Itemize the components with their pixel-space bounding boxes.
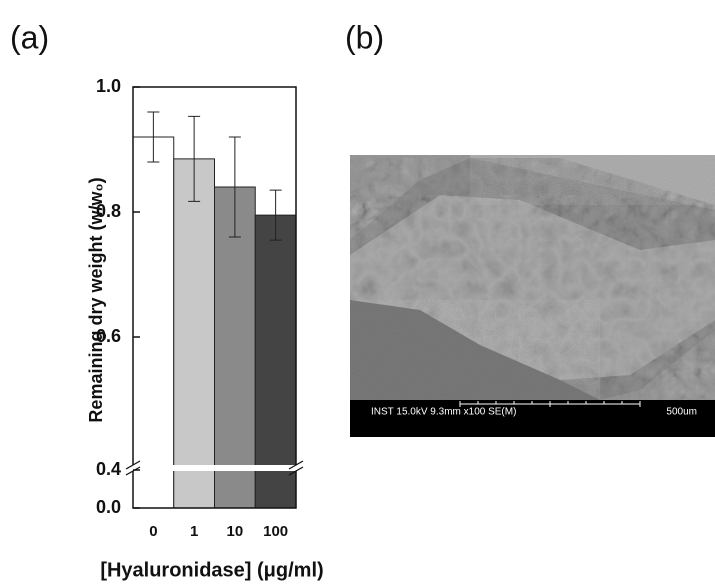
break-mark (288, 466, 304, 476)
axis-break (125, 465, 304, 471)
panel-label: (a) (10, 19, 49, 55)
y-tick-label: 0.4 (96, 459, 121, 479)
plot-frame (132, 86, 297, 509)
bar (254, 214, 297, 509)
sem-info-bar (350, 400, 715, 437)
bar (173, 158, 215, 509)
y-tick-label: 0.6 (96, 326, 121, 346)
bar (132, 136, 175, 509)
sem-info: INST 15.0kV 9.3mm x100 SE(M) (371, 407, 516, 418)
y-axis-label: Remaining dry weight (w/w₀) (86, 177, 106, 422)
x-tick-label: 1 (190, 523, 198, 540)
x-tick-label: 10 (227, 523, 244, 540)
sem-image (350, 155, 715, 400)
x-axis-label: [Hyaluronidase] (μg/ml) (100, 559, 323, 581)
break-mark (288, 460, 304, 470)
break-mark (125, 466, 141, 476)
y-tick-label: 1.0 (96, 76, 121, 96)
y-tick-label: 0.8 (96, 201, 121, 221)
x-tick-label: 100 (263, 523, 288, 540)
panel-label: (b) (345, 19, 384, 55)
y-tick-label: 0.0 (96, 497, 121, 517)
x-tick-label: 0 (149, 523, 157, 540)
sem-scale: 500um (666, 407, 697, 418)
break-mark (125, 460, 141, 470)
